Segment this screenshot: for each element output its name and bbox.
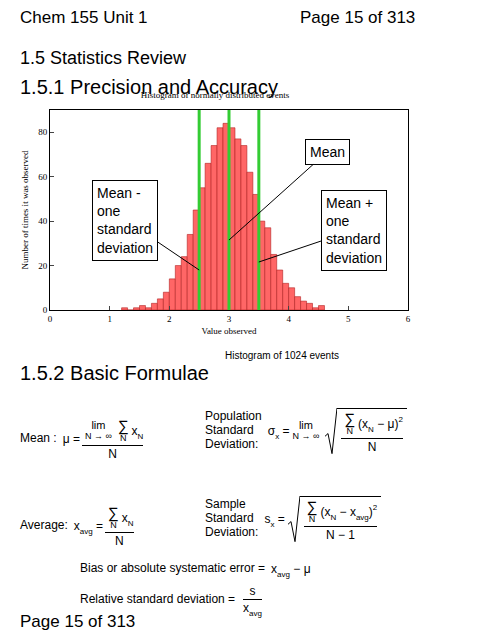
html-text:Chem 155 Unit 1: Chem 155 Unit 1 bbox=[20, 8, 148, 27]
html-text:N → ∞: N → ∞ bbox=[292, 430, 320, 441]
svg-text:4: 4 bbox=[286, 314, 291, 324]
svg-text:Value observed: Value observed bbox=[201, 326, 257, 336]
html-text:Deviation:: Deviation: bbox=[205, 524, 259, 539]
html-text:Relative standard deviation =: Relative standard deviation = bbox=[80, 591, 236, 606]
svg-text:Mean: Mean bbox=[310, 144, 345, 160]
html-text:sx=: sx= bbox=[264, 511, 285, 529]
svg-text:Number of times it was observe: Number of times it was observed bbox=[20, 150, 30, 270]
html-text:N (xN− xavg)2: N (xN− xavg)2 bbox=[308, 502, 378, 524]
svg-text:6: 6 bbox=[406, 314, 411, 324]
html-text:N xN: N xN bbox=[120, 423, 144, 443]
html-text:Sample: Sample bbox=[205, 497, 246, 512]
svg-text:40: 40 bbox=[38, 216, 48, 226]
svg-text:3: 3 bbox=[227, 314, 232, 324]
html-text:Standard: Standard bbox=[205, 510, 254, 525]
svg-text:Mean -onestandarddeviation: Mean -onestandarddeviation bbox=[97, 185, 153, 256]
svg-text:0: 0 bbox=[43, 305, 48, 315]
html-text:1.5.1 Precision and Accuracy: 1.5.1 Precision and Accuracy bbox=[20, 76, 278, 98]
html-text:xavg: xavg bbox=[243, 601, 262, 618]
html-text:Standard: Standard bbox=[205, 422, 254, 437]
html-text:lim: lim bbox=[91, 419, 106, 432]
html-text:N: N bbox=[108, 446, 117, 461]
html-text:Population: Population bbox=[205, 409, 262, 424]
html-text:Page 15 of 313: Page 15 of 313 bbox=[300, 8, 416, 27]
svg-text:5: 5 bbox=[346, 314, 351, 324]
svg-text:20: 20 bbox=[38, 261, 48, 271]
svg-text:80: 80 bbox=[38, 127, 48, 137]
svg-text:2: 2 bbox=[167, 314, 172, 324]
html-text:1.5.2 Basic Formulae: 1.5.2 Basic Formulae bbox=[20, 362, 209, 384]
html-text:s: s bbox=[249, 584, 256, 598]
html-text:Mean : μ =: Mean : μ = bbox=[20, 431, 80, 447]
html-text:N − 1: N − 1 bbox=[326, 527, 355, 542]
html-text:N → ∞: N → ∞ bbox=[85, 430, 112, 441]
html-text:N: N bbox=[367, 439, 377, 454]
html-text:lim: lim bbox=[298, 419, 313, 432]
html-text:N (xN− μ)2: N (xN− μ)2 bbox=[346, 414, 403, 436]
html-text:Page 15 of 313: Page 15 of 313 bbox=[20, 612, 136, 631]
html-text:Deviation:: Deviation: bbox=[205, 436, 259, 451]
svg-text:0: 0 bbox=[48, 314, 53, 324]
html-text:Bias or absolute systematic er: Bias or absolute systematic error = xavg… bbox=[80, 561, 311, 579]
html-text:1.5 Statistics Review: 1.5 Statistics Review bbox=[20, 48, 187, 68]
html-text:N: N bbox=[115, 533, 124, 548]
html-text:σx=: σx= bbox=[267, 423, 290, 441]
html-text:N xN: N xN bbox=[110, 510, 134, 530]
svg-text:Mean +onestandarddeviation: Mean +onestandarddeviation bbox=[326, 195, 382, 266]
svg-text:1: 1 bbox=[107, 314, 112, 324]
html-text:Average: xavg=: Average: xavg= bbox=[20, 518, 104, 537]
html-text:Histogram of 1024 events: Histogram of 1024 events bbox=[225, 350, 339, 361]
svg-text:60: 60 bbox=[38, 172, 48, 182]
